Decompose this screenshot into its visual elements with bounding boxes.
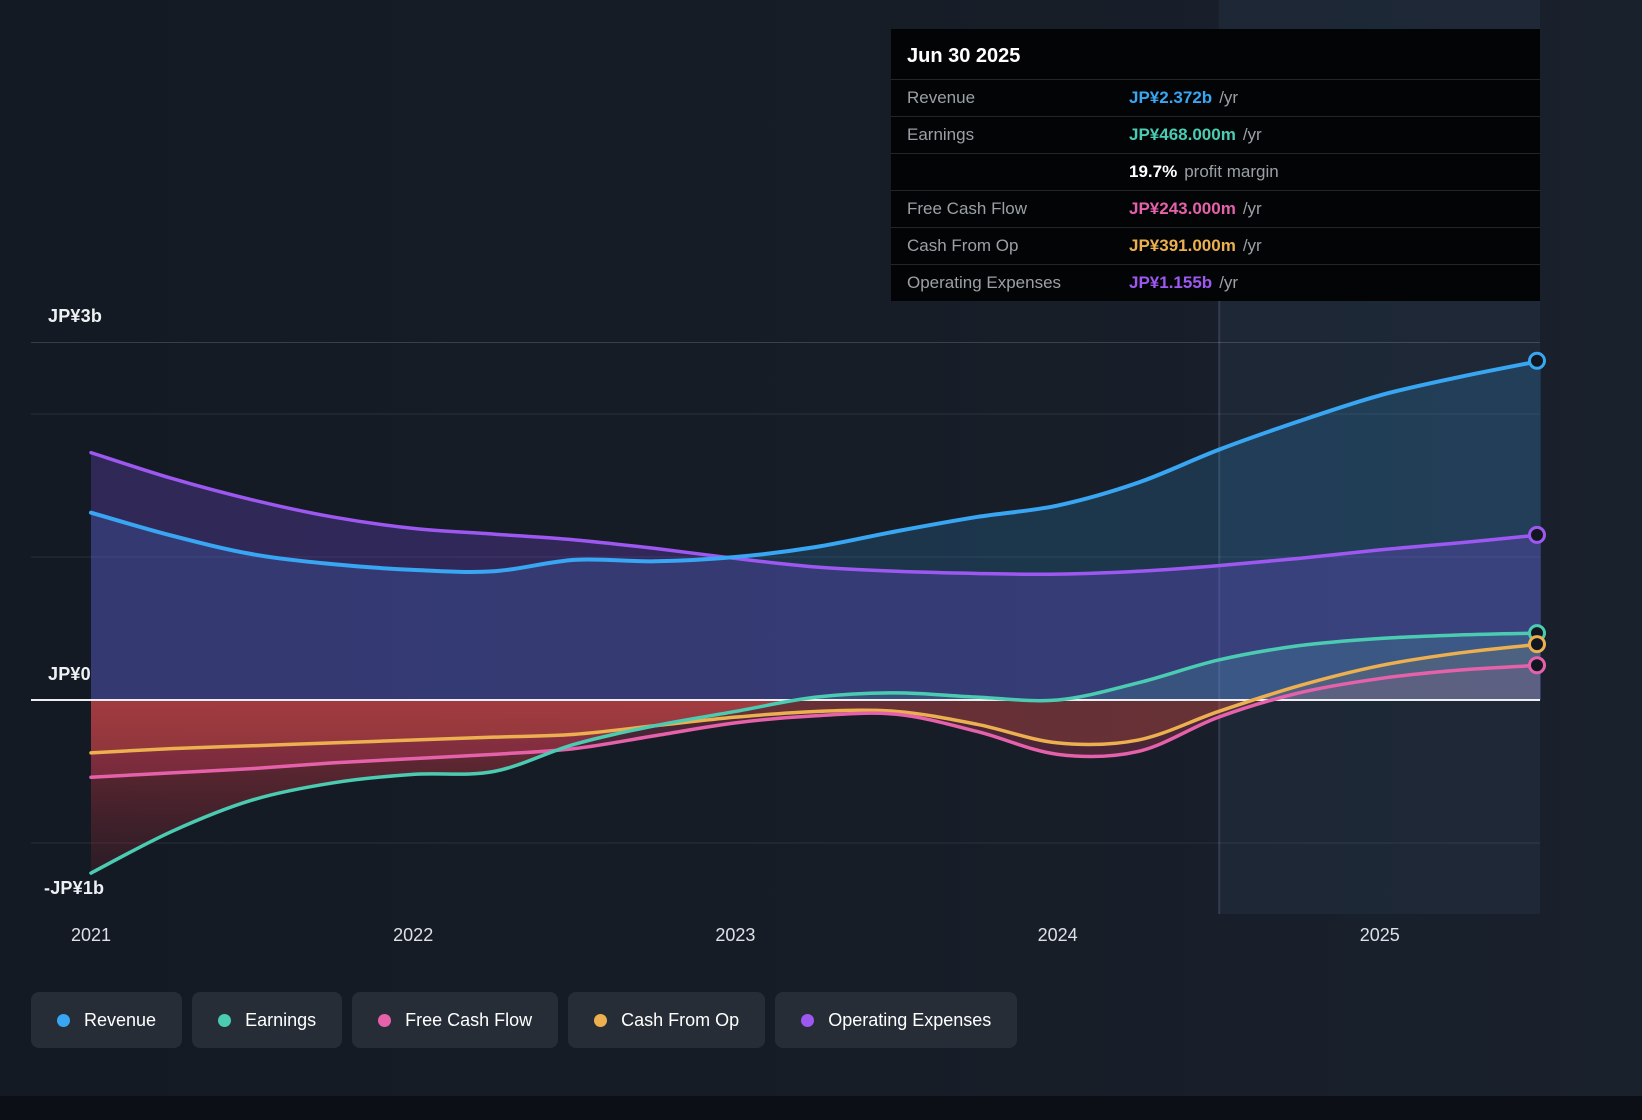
tooltip-row-label: Operating Expenses	[907, 273, 1062, 292]
legend-item-revenue[interactable]: Revenue	[31, 992, 183, 1048]
legend-item-label: Free Cash Flow	[405, 1009, 533, 1030]
legend-item-label: Operating Expenses	[828, 1009, 992, 1030]
y-axis-label-jp-3b: JP¥3b	[48, 306, 103, 326]
tooltip-row-suffix: /yr	[1242, 125, 1262, 144]
tooltip-rows: Revenue JP¥2.372b/yr Earnings JP¥468.000m/y…	[891, 79, 1540, 301]
free-cash-flow-end-marker	[1528, 656, 1546, 675]
x-axis-label-2025: 2025	[1359, 925, 1400, 945]
tooltip-row-suffix: /yr	[1219, 88, 1239, 107]
tooltip-row-earnings: Earnings JP¥468.000m/yr	[891, 116, 1540, 153]
tooltip-row-operating-expenses: Operating Expenses JP¥1.155b/yr	[891, 264, 1540, 301]
tooltip-row-suffix: /yr	[1242, 199, 1262, 218]
tooltip-row-revenue: Revenue JP¥2.372b/yr	[891, 79, 1540, 116]
cash-from-op-line	[89, 642, 1540, 755]
x-axis-label-2024: 2024	[1037, 925, 1078, 945]
tooltip-row-suffix: profit margin	[1184, 162, 1279, 181]
cash-from-op-legend-dot-icon	[594, 1013, 608, 1027]
tooltip-row-label: Free Cash Flow	[907, 199, 1027, 218]
legend-item-operating-expenses[interactable]: Operating Expenses	[775, 992, 1018, 1048]
operating-expenses-line	[89, 450, 1540, 577]
free-cash-flow-line	[89, 663, 1540, 779]
tooltip-row-label: Revenue	[907, 88, 976, 107]
tooltip-row-suffix: /yr	[1219, 273, 1239, 292]
tooltip-row-value: JP¥468.000m	[1129, 125, 1236, 144]
legend-item-free-cash-flow[interactable]: Free Cash Flow	[352, 992, 559, 1048]
legend-item-cash-from-op[interactable]: Cash From Op	[568, 992, 766, 1048]
chart-legend: Revenue Earnings Free Cash Flow Cash From O…	[31, 992, 1018, 1048]
y-axis-label-jp-0: JP¥0	[48, 664, 91, 684]
cash-from-op-positive-area	[91, 644, 1540, 700]
tooltip-row-label: Earnings	[907, 125, 975, 144]
operating-expenses-legend-dot-icon	[801, 1013, 815, 1027]
tooltip-row-value: JP¥391.000m	[1129, 236, 1236, 255]
chart-tooltip: Jun 30 2025 Revenue JP¥2.372b/yr Earnings J…	[891, 29, 1540, 301]
tooltip-row-value: JP¥243.000m	[1129, 199, 1236, 218]
tooltip-row-cash-from-op: Cash From Op JP¥391.000m/yr	[891, 227, 1540, 264]
revenue-area	[91, 360, 1541, 700]
bottom-strip	[0, 1096, 1642, 1120]
free-cash-flow-legend-dot-icon	[378, 1013, 392, 1027]
tooltip-row-value: 19.7%	[1129, 162, 1178, 181]
operating-expenses-end-marker	[1528, 525, 1546, 544]
legend-item-label: Revenue	[84, 1009, 157, 1030]
free-cash-flow-negative-area	[91, 701, 1269, 778]
legend-item-label: Cash From Op	[621, 1009, 740, 1030]
x-axis-label-2021: 2021	[70, 925, 112, 945]
tooltip-row-value: JP¥2.372b	[1129, 88, 1213, 107]
tooltip-row-suffix: /yr	[1242, 236, 1262, 255]
revenue-legend-dot-icon	[57, 1013, 70, 1027]
earnings-positive-area	[91, 633, 1540, 700]
tooltip-date: Jun 30 2025	[907, 45, 1021, 67]
tooltip-row-free-cash-flow: Free Cash Flow JP¥243.000m/yr	[891, 190, 1540, 227]
x-axis-label-2023: 2023	[715, 925, 756, 945]
revenue-end-marker	[1528, 351, 1546, 370]
tooltip-row-value: JP¥1.155b	[1129, 273, 1213, 292]
free-cash-flow-positive-area	[91, 665, 1540, 700]
y-axis-label-jp-1b: -JP¥1b	[44, 878, 105, 898]
revenue-line	[89, 358, 1540, 574]
tooltip-row-profit-margin: 19.7% profit margin	[891, 153, 1540, 190]
x-axis-label-2022: 2022	[393, 925, 434, 945]
cash-from-op-end-marker	[1528, 635, 1546, 654]
tooltip-row-label: Cash From Op	[907, 236, 1019, 255]
operating-expenses-area	[91, 452, 1541, 700]
legend-item-earnings[interactable]: Earnings	[192, 992, 343, 1048]
legend-item-label: Earnings	[245, 1009, 317, 1030]
earnings-legend-dot-icon	[218, 1013, 232, 1027]
earnings-line	[89, 631, 1540, 875]
